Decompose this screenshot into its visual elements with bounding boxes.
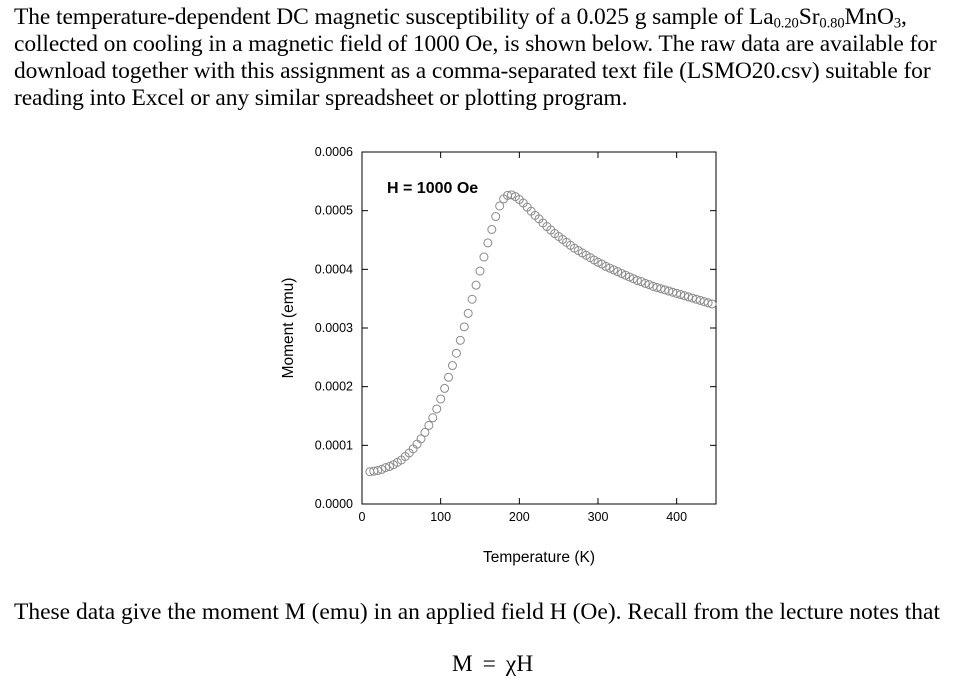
y-tick-label: 0.0000 <box>315 497 353 511</box>
data-point <box>676 290 686 300</box>
data-point <box>613 267 623 277</box>
intro-line-1-text: The temperature-dependent DC magnetic su… <box>14 4 774 30</box>
data-point <box>420 427 430 437</box>
equation-rhs: H <box>516 651 534 677</box>
x-tick-label: 300 <box>588 510 609 524</box>
intro-line-1-comma: , <box>901 4 907 30</box>
data-point <box>483 238 493 248</box>
intro-line-4: reading into Excel or any similar spread… <box>14 85 628 111</box>
data-point <box>467 294 477 304</box>
x-tick-label: 200 <box>509 510 530 524</box>
data-point <box>440 383 450 393</box>
y-tick-label: 0.0004 <box>315 262 353 276</box>
data-point <box>703 298 713 308</box>
data-point <box>455 335 465 345</box>
data-point <box>479 252 489 262</box>
formula-mno: MnO <box>844 4 894 30</box>
equation-chi: χ <box>505 651 517 677</box>
data-point <box>664 286 674 296</box>
y-tick-label: 0.0001 <box>315 438 353 452</box>
data-point <box>660 285 670 295</box>
data-point <box>687 293 697 303</box>
data-point <box>656 284 666 294</box>
data-point <box>385 461 395 471</box>
x-tick-label: 0 <box>359 510 366 524</box>
data-point <box>495 201 505 211</box>
data-point <box>624 272 634 282</box>
data-point <box>699 297 709 307</box>
data-point <box>487 224 497 234</box>
data-point <box>377 464 387 474</box>
y-tick-label: 0.0005 <box>315 204 353 218</box>
intro-paragraph: The temperature-dependent DC magnetic su… <box>14 4 969 112</box>
intro-line-2: collected on cooling in a magnetic field… <box>14 31 937 57</box>
data-point <box>632 275 642 285</box>
data-point <box>652 283 662 293</box>
data-point <box>648 281 658 291</box>
x-tick-label: 400 <box>666 510 687 524</box>
data-point <box>691 294 701 304</box>
plot-frame <box>361 151 717 505</box>
data-point <box>605 263 615 273</box>
formula-sr: Sr <box>798 4 820 30</box>
data-point <box>428 413 438 423</box>
data-point <box>447 361 457 371</box>
subscript-o: 3 <box>893 15 902 32</box>
y-tick-label: 0.0002 <box>315 380 353 394</box>
data-point <box>695 295 705 305</box>
data-point <box>463 308 473 318</box>
data-point <box>459 322 469 332</box>
subscript-la: 0.20 <box>773 15 799 32</box>
data-point <box>432 404 442 414</box>
data-point <box>593 257 603 267</box>
data-point <box>373 466 383 476</box>
equation-operator: = <box>482 651 496 677</box>
y-axis-label: Moment (emu) <box>280 278 297 379</box>
data-point <box>640 278 650 288</box>
data-point <box>506 190 516 200</box>
data-point <box>416 434 426 444</box>
data-point <box>424 420 434 430</box>
data-point <box>680 291 690 301</box>
data-point <box>621 270 631 280</box>
data-point <box>471 280 481 290</box>
data-point <box>707 299 717 309</box>
data-point <box>601 261 611 271</box>
data-point <box>617 268 627 278</box>
data-point <box>381 463 391 473</box>
intro-line-1: The temperature-dependent DC magnetic su… <box>14 4 969 31</box>
data-point <box>451 348 461 358</box>
equation-lhs: M <box>451 651 473 677</box>
data-point <box>609 265 619 275</box>
intro-line-3: download together with this assignment a… <box>14 58 931 84</box>
data-point <box>444 372 454 382</box>
after-chart-paragraph: These data give the moment M (emu) in an… <box>14 599 940 625</box>
subscript-sr: 0.80 <box>819 15 845 32</box>
x-tick-label: 100 <box>430 510 451 524</box>
data-point <box>475 266 485 276</box>
y-tick-label: 0.0006 <box>315 145 353 159</box>
equation: M = χH <box>0 650 975 678</box>
data-point <box>672 288 682 298</box>
data-point <box>644 280 654 290</box>
data-point <box>636 277 646 287</box>
x-axis-label: Temperature (K) <box>483 549 595 566</box>
data-point <box>491 212 501 222</box>
y-tick-label: 0.0003 <box>315 321 353 335</box>
data-point <box>436 394 446 404</box>
chart-annotation: H = 1000 Oe <box>387 180 478 197</box>
data-point <box>668 287 678 297</box>
data-point <box>628 274 638 284</box>
data-point <box>683 292 693 302</box>
